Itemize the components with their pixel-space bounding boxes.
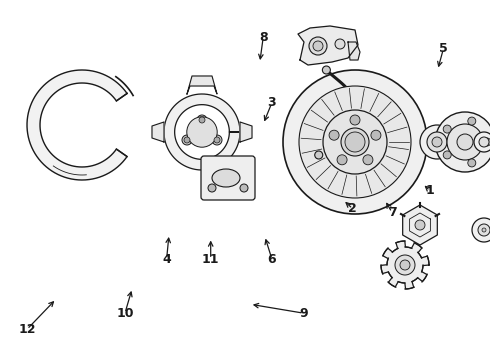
Circle shape (199, 117, 205, 123)
Text: 2: 2 (348, 202, 357, 215)
Text: 4: 4 (162, 253, 171, 266)
Circle shape (443, 151, 451, 159)
Polygon shape (298, 26, 358, 65)
Circle shape (283, 70, 427, 214)
Circle shape (435, 112, 490, 172)
Polygon shape (27, 70, 127, 180)
Polygon shape (152, 122, 164, 142)
Circle shape (400, 260, 410, 270)
Circle shape (335, 39, 345, 49)
Polygon shape (403, 205, 437, 245)
Circle shape (415, 220, 425, 230)
Polygon shape (348, 42, 360, 60)
Ellipse shape (212, 169, 240, 187)
Text: 7: 7 (388, 206, 396, 219)
Circle shape (474, 132, 490, 152)
Circle shape (182, 135, 192, 145)
Circle shape (350, 115, 360, 125)
Text: 6: 6 (268, 253, 276, 266)
Circle shape (329, 130, 339, 140)
Circle shape (427, 132, 447, 152)
Circle shape (420, 125, 454, 159)
Circle shape (322, 66, 330, 74)
Circle shape (478, 224, 490, 236)
Circle shape (468, 159, 476, 167)
Circle shape (315, 151, 323, 159)
Circle shape (323, 110, 387, 174)
Text: 5: 5 (439, 42, 448, 55)
Text: 1: 1 (426, 184, 435, 197)
Circle shape (472, 218, 490, 242)
Circle shape (309, 37, 327, 55)
Polygon shape (187, 76, 217, 94)
Circle shape (371, 130, 381, 140)
Circle shape (479, 137, 489, 147)
Circle shape (468, 117, 476, 125)
Circle shape (443, 125, 451, 133)
Text: 10: 10 (116, 307, 134, 320)
Circle shape (184, 137, 190, 143)
Circle shape (313, 41, 323, 51)
FancyBboxPatch shape (201, 156, 255, 200)
Circle shape (447, 124, 483, 160)
Text: 3: 3 (268, 96, 276, 109)
Circle shape (345, 132, 365, 152)
Circle shape (187, 117, 217, 147)
Circle shape (395, 255, 415, 275)
Circle shape (212, 135, 222, 145)
Polygon shape (240, 122, 252, 142)
Text: 11: 11 (202, 253, 220, 266)
Circle shape (337, 155, 347, 165)
Circle shape (432, 137, 442, 147)
Circle shape (363, 155, 373, 165)
Circle shape (457, 134, 473, 150)
Circle shape (341, 128, 369, 156)
Polygon shape (381, 241, 429, 289)
Circle shape (197, 115, 207, 125)
Text: 9: 9 (299, 307, 308, 320)
Circle shape (299, 86, 411, 198)
Polygon shape (164, 94, 240, 170)
Circle shape (214, 137, 220, 143)
Circle shape (208, 184, 216, 192)
Circle shape (240, 184, 248, 192)
Text: 8: 8 (259, 31, 268, 44)
Circle shape (482, 228, 486, 232)
Text: 12: 12 (18, 323, 36, 336)
Circle shape (483, 138, 490, 146)
